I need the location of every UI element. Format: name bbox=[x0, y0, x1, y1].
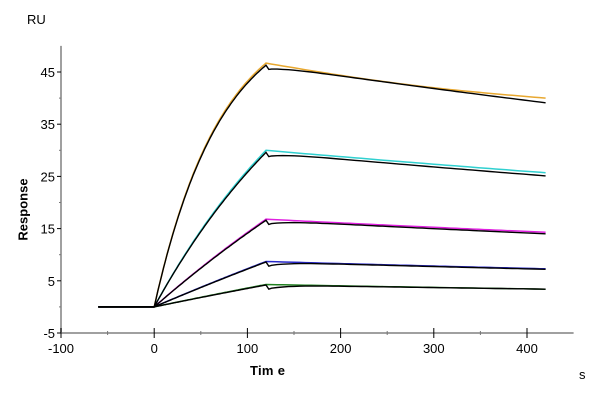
x-tick-label: 300 bbox=[423, 341, 445, 356]
y-tick-label: 35 bbox=[41, 117, 55, 132]
fit-curve bbox=[98, 64, 546, 308]
axes bbox=[57, 45, 574, 338]
fit-curve bbox=[98, 151, 546, 308]
x-unit-label: s bbox=[579, 367, 586, 382]
fit-curve bbox=[98, 219, 546, 308]
y-tick-label: 25 bbox=[41, 169, 55, 184]
y-tick-label: 45 bbox=[41, 65, 55, 80]
curves bbox=[98, 62, 546, 308]
y-unit-label: RU bbox=[27, 12, 46, 27]
data-curve bbox=[98, 62, 546, 308]
x-tick-label: 0 bbox=[151, 341, 158, 356]
x-tick-label: 400 bbox=[516, 341, 538, 356]
y-tick-label: 15 bbox=[41, 222, 55, 237]
fit-curve bbox=[98, 284, 546, 308]
x-axis-title: Tim e bbox=[250, 363, 286, 378]
fit-curve bbox=[98, 261, 546, 308]
x-tick-label: 200 bbox=[330, 341, 352, 356]
y-tick-label: 5 bbox=[48, 274, 55, 289]
tick-labels: -5 5 15 25 35 45 -100 0 100 200 300 400 bbox=[41, 65, 538, 356]
y-axis-title: Response bbox=[15, 178, 31, 241]
x-tick-label: 100 bbox=[237, 341, 259, 356]
x-tick-label: -100 bbox=[48, 341, 74, 356]
y-tick-label: -5 bbox=[43, 326, 55, 341]
